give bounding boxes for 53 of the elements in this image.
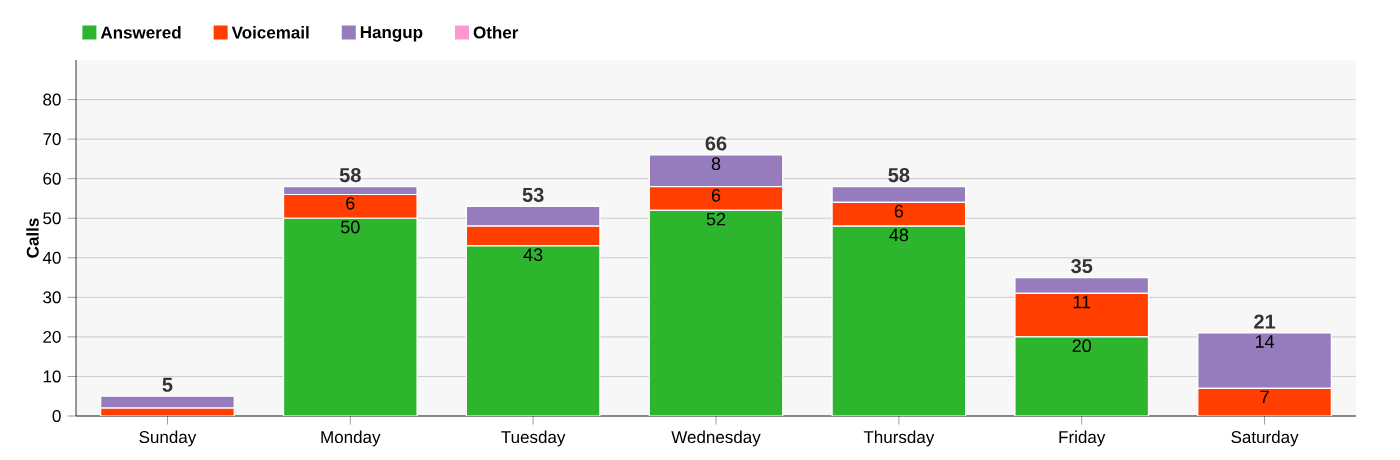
data-label: 52	[706, 212, 726, 226]
bar	[1197, 387, 1332, 416]
y-tick-label: 50	[43, 212, 61, 225]
x-tick-label: Tuesday	[501, 430, 566, 447]
total-label: 58	[339, 168, 361, 183]
data-label: 7	[1260, 390, 1269, 404]
bar	[648, 209, 784, 416]
data-label: 6	[711, 188, 721, 202]
total-label: 35	[1071, 258, 1093, 274]
y-tick-label: 10	[43, 370, 61, 383]
bar	[465, 225, 601, 247]
y-tick-label: 60	[43, 172, 61, 185]
y-tick-label: 40	[42, 251, 61, 264]
y-tick-label: 70	[43, 133, 61, 146]
x-tick-label: Saturday	[1231, 430, 1299, 447]
data-label: 48	[889, 228, 909, 242]
data-label: 8	[711, 157, 721, 171]
legend-label: Voicemail	[231, 26, 309, 39]
data-label: 6	[894, 204, 904, 218]
bar	[831, 201, 967, 227]
total-label: 53	[522, 187, 544, 202]
total-label: 5	[162, 377, 173, 392]
bar	[282, 217, 418, 416]
y-tick-label: 30	[43, 291, 61, 304]
y-axis-title: Calls	[26, 218, 39, 258]
bar	[1014, 292, 1150, 338]
bar	[831, 225, 967, 416]
bar	[1014, 276, 1150, 294]
bar	[465, 205, 601, 227]
bar	[1014, 336, 1150, 416]
bar	[282, 193, 418, 219]
data-label: 6	[346, 196, 355, 210]
data-label: 50	[341, 220, 360, 234]
data-label: 43	[523, 248, 543, 262]
total-label: 21	[1254, 314, 1276, 329]
legend-label: Hangup	[360, 26, 423, 42]
x-tick-label: Monday	[321, 430, 381, 447]
y-tick-label: 80	[43, 93, 61, 106]
bar	[465, 245, 601, 416]
x-tick-label: Friday	[1059, 430, 1106, 447]
legend-label: Answered	[100, 26, 181, 39]
total-label: 58	[888, 168, 910, 183]
x-tick-label: Sunday	[139, 430, 197, 447]
x-tick-label: Wednesday	[671, 430, 761, 447]
data-label: 14	[1255, 335, 1275, 348]
data-label: 20	[1072, 339, 1092, 353]
total-label: 66	[705, 136, 727, 151]
bar	[648, 185, 784, 211]
y-tick-label: 0	[52, 410, 61, 423]
y-tick-label: 20	[43, 330, 61, 343]
data-label: 11	[1073, 295, 1091, 309]
x-tick-label: Thursday	[863, 430, 935, 447]
legend-label: Other	[473, 26, 519, 39]
